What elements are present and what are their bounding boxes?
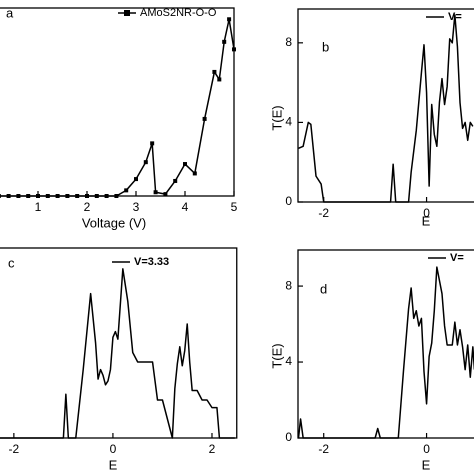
data-point <box>45 194 50 198</box>
x-axis-label: E <box>422 213 431 228</box>
x-tick-label: -2 <box>318 206 329 220</box>
legend-label: V=3.33 <box>134 256 169 268</box>
data-point <box>222 39 227 44</box>
data-point <box>183 162 187 167</box>
data-point <box>26 194 31 198</box>
panel-label: b <box>322 39 329 54</box>
legend-label: V= <box>448 11 462 23</box>
y-tick-label: 4 <box>285 115 292 129</box>
y-axis-label: T(E) <box>269 105 284 130</box>
x-tick-label: 2 <box>84 200 91 214</box>
panel: 1 2 3 4 5 Voltage (V) a AMoS2NR-O-O <box>0 5 238 230</box>
x-tick-label: -2 <box>9 442 20 456</box>
x-tick-label: 3 <box>133 200 140 214</box>
x-tick-label: 5 <box>231 200 238 214</box>
legend-marker <box>124 10 130 16</box>
series-line <box>297 266 474 439</box>
panel: -2 0 2 Ec V=3.33 <box>0 247 238 472</box>
data-point <box>232 47 236 52</box>
data-point <box>75 194 80 198</box>
data-point <box>192 171 197 176</box>
data-point <box>55 194 60 198</box>
data-point <box>16 194 21 198</box>
x-tick-label: 0 <box>110 442 117 456</box>
y-tick-label: 0 <box>285 430 292 444</box>
y-tick-label: 8 <box>285 35 292 49</box>
data-point <box>124 188 129 193</box>
data-point <box>173 178 178 183</box>
data-point <box>65 194 70 198</box>
series-line <box>298 14 474 203</box>
data-point <box>143 160 148 165</box>
panel-label: a <box>6 5 14 20</box>
data-point <box>153 190 158 195</box>
data-point <box>163 192 168 197</box>
x-axis-label: Voltage (V) <box>82 215 146 230</box>
x-tick-label: 1 <box>35 200 42 214</box>
panel: -2 0 0 4 8 E T(E) b V= <box>269 8 474 228</box>
x-axis-label: E <box>422 457 431 472</box>
series-line <box>0 268 235 439</box>
legend-label: V= <box>450 252 464 264</box>
series-line <box>0 18 235 197</box>
y-tick-label: 0 <box>285 194 292 208</box>
axes-frame <box>0 247 238 439</box>
data-point <box>114 194 119 198</box>
x-axis-label: E <box>109 457 118 472</box>
data-point <box>150 141 155 146</box>
data-point <box>94 194 99 198</box>
x-tick-label: 0 <box>423 442 430 456</box>
data-point <box>134 177 138 182</box>
panel-label: c <box>8 255 15 270</box>
panel-label: d <box>320 281 327 296</box>
data-point <box>227 17 232 22</box>
data-point <box>6 194 11 198</box>
data-point <box>104 194 109 198</box>
y-axis-label: T(E) <box>269 343 284 368</box>
data-point <box>36 194 40 198</box>
data-point <box>212 69 217 74</box>
x-tick-label: 0 <box>423 206 430 220</box>
panel: -2 0 0 4 8 E T(E) d V= <box>269 249 474 472</box>
x-tick-label: 2 <box>209 442 216 456</box>
data-point <box>85 194 89 198</box>
x-tick-label: 4 <box>182 200 189 214</box>
legend-label: AMoS2NR-O-O <box>140 7 217 19</box>
x-tick-label: -2 <box>318 442 329 456</box>
data-point <box>217 77 222 82</box>
axes-frame <box>0 7 235 197</box>
axes-frame <box>297 8 474 203</box>
data-point <box>202 116 207 121</box>
y-tick-label: 4 <box>285 354 292 368</box>
y-tick-label: 8 <box>285 278 292 292</box>
data-point <box>0 194 1 198</box>
